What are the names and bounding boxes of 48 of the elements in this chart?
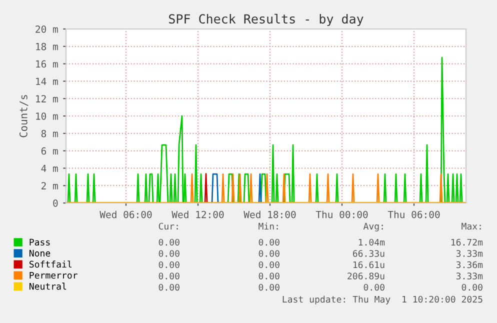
text: 0.00 — [158, 238, 180, 246]
chart-title: SPF Check Results - by day — [169, 14, 364, 26]
text: 1.04m — [358, 238, 385, 246]
x-tick-label: Wed 06:00 — [100, 210, 152, 218]
text: 3.36m — [456, 261, 483, 268]
text: 0.00 — [158, 250, 180, 257]
text: 0.00 — [258, 238, 280, 246]
x-tick-label: Thu 06:00 — [388, 210, 440, 218]
text: 0.00 — [258, 284, 280, 291]
y-tick-label: 4 m — [41, 164, 58, 172]
y-tick-label: 20 m — [36, 26, 58, 33]
y-tick-label: 12 m — [36, 95, 58, 102]
legend-label: Pass — [30, 238, 50, 246]
y-axis-title: Count/s — [19, 95, 28, 138]
text: 3.33m — [456, 250, 483, 257]
y-tick-label: 10 m — [36, 112, 58, 120]
y-tick-label: 6 m — [41, 147, 58, 155]
x-tick-label: Wed 12:00 — [172, 210, 224, 218]
text: 66.33u — [352, 250, 384, 257]
y-tick-label: 14 m — [36, 78, 58, 85]
legend-label: None — [30, 250, 50, 257]
text: 16.72m — [451, 238, 483, 246]
text: 0.00 — [158, 261, 180, 268]
text: 3.33m — [456, 272, 483, 280]
text: 0.00 — [158, 272, 180, 280]
text: 0.00 — [364, 284, 384, 291]
text: 16.61u — [353, 261, 384, 268]
x-tick-label: Wed 18:00 — [244, 210, 296, 218]
text: 0.00 — [258, 250, 280, 257]
y-tick-label: 16 m — [36, 60, 58, 68]
legend-label: Neutral — [30, 282, 66, 290]
text: Last update: Thu May 1 10:20:00 2025 — [282, 296, 482, 304]
text: Avg: — [363, 222, 383, 232]
text: Max: — [462, 222, 481, 230]
text: 0.00 — [258, 261, 280, 268]
x-tick-label: Thu 00:00 — [316, 210, 368, 218]
text: 0.00 — [158, 284, 180, 291]
y-tick-label: 0 — [53, 200, 58, 207]
y-tick-label: 18 m — [36, 42, 58, 50]
text: Min: — [258, 222, 278, 230]
text: Cur: — [158, 222, 178, 230]
legend-label: Permerror — [30, 272, 78, 279]
text: 0.00 — [462, 284, 482, 291]
legend-label: Softfail — [30, 260, 72, 268]
text: 206.89u — [348, 272, 384, 280]
y-tick-label: 8 m — [41, 130, 58, 138]
text: 0.00 — [258, 272, 280, 280]
y-tick-label: 2 m — [42, 182, 58, 190]
